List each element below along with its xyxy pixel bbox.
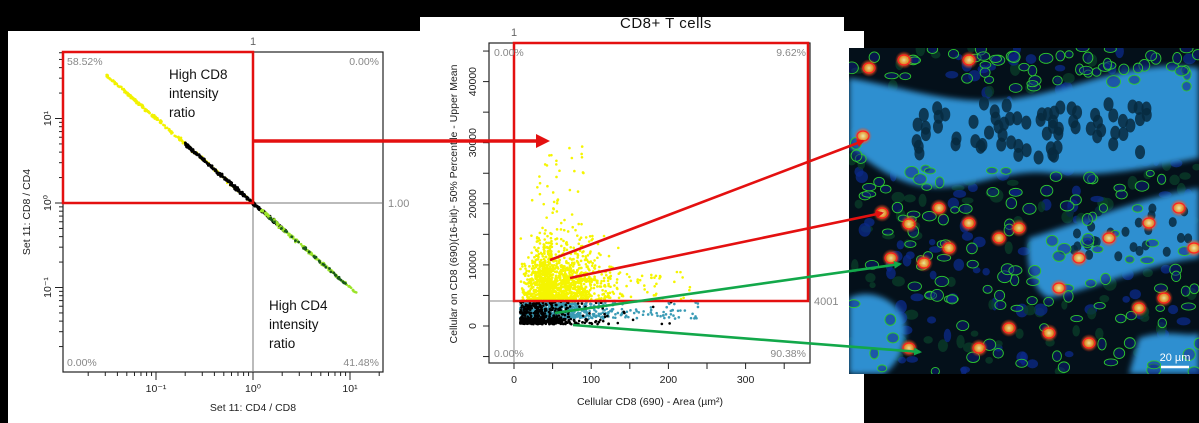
quadrant-ll-pct: 0.00% xyxy=(67,357,97,369)
y-tick-label: 10¹ xyxy=(42,110,54,126)
svg-text:intensity: intensity xyxy=(269,317,319,332)
microscopy-image: 20 µm xyxy=(849,48,1199,374)
tissue-fluorescence-image: 20 µm xyxy=(849,48,1199,374)
scatter-points xyxy=(105,73,358,294)
y-axis-label: Set 11: CD8 / CD4 xyxy=(21,169,33,255)
y-tick-label: 20000 xyxy=(467,189,479,218)
quadrant-ur-pct: 0.00% xyxy=(349,56,379,68)
x-tick-label: 10⁰ xyxy=(245,383,261,395)
y-tick-label: 0 xyxy=(467,323,479,329)
arrow-head-icon xyxy=(536,134,550,148)
annotation-high-cd8: High CD8 intensity ratio xyxy=(169,67,228,120)
cd8-positive-gate[interactable] xyxy=(512,41,810,303)
annotation-high-cd4: High CD4 intensity ratio xyxy=(269,298,328,351)
gate-y-label: 4001 xyxy=(814,296,838,308)
x-tick-label: 300 xyxy=(737,374,755,386)
gate-y-label: 1.00 xyxy=(388,198,409,210)
ratio-scatter-plot: 10⁻¹ 10⁰ 10¹ 10⁻¹ 10⁰ 10¹ 1 1.00 58.52% 0.00%… xyxy=(21,36,409,414)
quadrant-lr-pct: 90.38% xyxy=(770,348,806,360)
quadrant-lr-pct: 41.48% xyxy=(343,357,379,369)
x-axis-label: Set 11: CD4 / CD8 xyxy=(210,402,296,414)
axis-ticks: 10⁻¹ 10⁰ 10¹ 10⁻¹ 10⁰ 10¹ xyxy=(42,52,380,395)
gate-x-label: 1 xyxy=(511,27,517,39)
svg-text:ratio: ratio xyxy=(269,336,295,351)
svg-text:ratio: ratio xyxy=(169,105,195,120)
plot-frame xyxy=(62,51,384,373)
quadrant-ur-pct: 9.62% xyxy=(776,47,806,59)
y-tick-label: 10⁻¹ xyxy=(42,277,54,298)
quadrant-ul-pct: 0.00% xyxy=(494,47,524,59)
callout-arrows xyxy=(549,139,922,356)
svg-text:intensity: intensity xyxy=(169,86,219,101)
svg-text:High CD4: High CD4 xyxy=(269,298,328,313)
svg-text:High CD8: High CD8 xyxy=(169,67,228,82)
x-tick-label: 0 xyxy=(511,374,517,386)
x-axis-label: Cellular CD8 (690) - Area (µm²) xyxy=(577,396,723,408)
x-tick-label: 10⁻¹ xyxy=(146,383,167,395)
gate-x-label: 1 xyxy=(250,36,256,48)
x-tick-label: 200 xyxy=(660,374,678,386)
callout-arrow xyxy=(572,323,922,356)
high-cd8-gate[interactable] xyxy=(61,50,255,205)
callout-arrow xyxy=(549,139,865,262)
y-tick-label: 10⁰ xyxy=(42,195,54,211)
figure-title: CD8+ T cells xyxy=(620,15,712,32)
y-axis-label: Cellular on CD8 (690)(16-bit)- 50% Perce… xyxy=(448,64,460,343)
x-tick-label: 100 xyxy=(582,374,600,386)
callout-arrow xyxy=(569,210,884,280)
callout-arrow xyxy=(554,260,902,315)
quadrant-ll-pct: 0.00% xyxy=(494,348,524,360)
scale-bar-label: 20 µm xyxy=(1160,352,1191,364)
cell-outlines xyxy=(849,48,1199,374)
y-tick-label: 10000 xyxy=(467,250,479,279)
cd8-area-scatter-plot: 0100200300010000200003000040000 1 4001 0… xyxy=(448,27,838,408)
x-tick-label: 10¹ xyxy=(342,383,358,395)
y-tick-label: 40000 xyxy=(467,67,479,96)
quadrant-ul-pct: 58.52% xyxy=(67,56,103,68)
title-strip xyxy=(420,17,844,37)
